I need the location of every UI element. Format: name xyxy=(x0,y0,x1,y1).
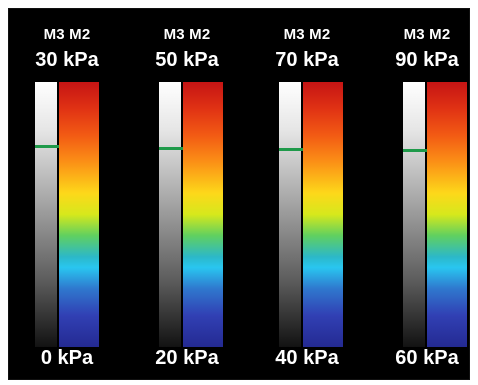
max-label: 50 kPa xyxy=(155,49,219,71)
scale-column-3: M3 M2 90 kPa 60 kPa xyxy=(371,9,478,381)
color-scale-panel: M3 M2 30 kPa 0 kPa M3 M2 50 kPa 20 kPa M… xyxy=(8,8,470,380)
spectrum-bar xyxy=(59,82,99,347)
marker-line xyxy=(279,148,303,151)
grayscale-bar xyxy=(35,82,57,347)
scale-column-0: M3 M2 30 kPa 0 kPa xyxy=(11,9,123,381)
grayscale-bar xyxy=(279,82,301,347)
max-label: 30 kPa xyxy=(35,49,99,71)
marker-label: M3 M2 xyxy=(163,26,211,43)
marker-line xyxy=(159,147,183,150)
scale-column-2: M3 M2 70 kPa 40 kPa xyxy=(251,9,363,381)
max-label: 70 kPa xyxy=(275,49,339,71)
min-label: 0 kPa xyxy=(40,347,94,369)
marker-line xyxy=(403,149,427,152)
grayscale-bar xyxy=(159,82,181,347)
max-label: 90 kPa xyxy=(395,49,459,71)
grayscale-bar xyxy=(403,82,425,347)
marker-label: M3 M2 xyxy=(403,26,451,43)
min-label: 40 kPa xyxy=(275,347,339,369)
marker-line xyxy=(35,145,59,148)
spectrum-bar xyxy=(427,82,467,347)
min-label: 60 kPa xyxy=(395,347,459,369)
spectrum-bar xyxy=(183,82,223,347)
min-label: 20 kPa xyxy=(155,347,219,369)
marker-label: M3 M2 xyxy=(283,26,331,43)
spectrum-bar xyxy=(303,82,343,347)
marker-label: M3 M2 xyxy=(43,26,91,43)
scale-column-1: M3 M2 50 kPa 20 kPa xyxy=(131,9,243,381)
